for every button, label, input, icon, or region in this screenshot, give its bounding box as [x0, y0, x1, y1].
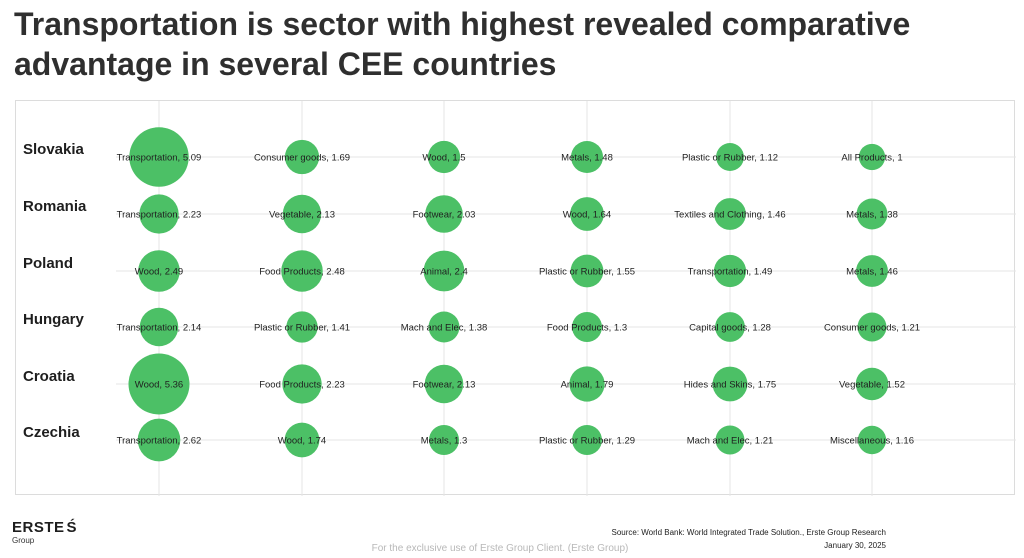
bubble-point: [858, 143, 886, 171]
bubble-point: [282, 194, 322, 234]
bubble-point: [572, 425, 602, 455]
bubble-point: [569, 366, 605, 402]
country-label: Hungary: [23, 311, 85, 328]
bubble-label: Wood, 5.36: [135, 380, 183, 391]
bubble-label: Mach and Elec, 1.21: [687, 436, 774, 447]
bubble-point: [715, 425, 745, 455]
bubble-label: Animal, 1.79: [561, 380, 614, 391]
bubble-label: Animal, 2.4: [420, 267, 468, 278]
bubble-label: Miscellaneous, 1.16: [830, 436, 914, 447]
bubble-point: [857, 425, 887, 455]
bubble-label: Vegetable, 1.52: [839, 380, 905, 391]
bubble-point: [716, 143, 744, 171]
bubble-point: [570, 254, 604, 288]
bubble-label: Capital goods, 1.28: [689, 323, 771, 334]
country-label: Czechia: [23, 424, 80, 441]
bubble-point: [284, 139, 320, 175]
logo-sub: Group: [12, 536, 35, 545]
bubble-point: [286, 311, 318, 343]
bubble-point: [129, 127, 189, 187]
bubble-point: [281, 250, 323, 292]
bubble-point: [138, 250, 180, 292]
bubble-label: Consumer goods, 1.69: [254, 153, 350, 164]
bubble-point: [139, 307, 179, 347]
bubble-chart: Slovakia Romania Poland Hungary Croatia Czech…: [23, 101, 1016, 496]
bubble-label: Transportation, 2.62: [117, 436, 202, 447]
country-label: Croatia: [23, 368, 75, 385]
bubble-point: [282, 364, 322, 404]
bubble-label: Vegetable, 2.13: [269, 210, 335, 221]
logo-mark: Ś: [66, 519, 78, 536]
bubble-point: [571, 311, 603, 343]
bubble-point: [284, 422, 320, 458]
bubble-point: [856, 198, 888, 230]
bubble-point: [428, 424, 460, 456]
bubble-point: [712, 366, 748, 402]
bubble-point: [425, 195, 463, 233]
bubble-label: Consumer goods, 1.21: [824, 323, 920, 334]
bubble-label: Food Products, 2.23: [259, 380, 345, 391]
bubble-label: Wood, 1.64: [563, 210, 611, 221]
bubble-label: Transportation, 1.49: [688, 267, 773, 278]
bubble-label: Mach and Elec, 1.38: [401, 323, 488, 334]
bubble-label: All Products, 1: [841, 153, 902, 164]
bubble-point: [713, 254, 747, 288]
source-note: Source: World Bank: World Integrated Tra…: [611, 528, 886, 537]
bubble-label: Wood, 1.5: [422, 153, 465, 164]
bubble-point: [423, 250, 465, 292]
bubble-point: [855, 367, 889, 401]
bubble-label: Transportation, 5.09: [117, 153, 202, 164]
erste-logo: ERSTE Ś Group: [12, 519, 78, 546]
bubble-label: Food Products, 1.3: [547, 323, 627, 334]
logo-text: ERSTE: [12, 519, 65, 536]
bubble-point: [714, 198, 746, 230]
bubble-point: [137, 418, 181, 462]
bubble-point: [570, 140, 604, 174]
bubble-point: [428, 311, 460, 343]
bubble-label: Plastic or Rubber, 1.41: [254, 323, 350, 334]
country-label: Poland: [23, 255, 73, 272]
bubble-label: Wood, 1.74: [278, 436, 326, 447]
bubble-label: Metals, 1.38: [846, 210, 898, 221]
bubble-label: Plastic or Rubber, 1.55: [539, 267, 635, 278]
bubble-point: [128, 353, 190, 415]
bubble-label: Plastic or Rubber, 1.29: [539, 436, 635, 447]
country-label: Slovakia: [23, 141, 85, 158]
country-label: Romania: [23, 198, 87, 215]
bubble-point: [139, 194, 179, 234]
report-date: January 30, 2025: [824, 541, 886, 550]
bubble-point: [427, 140, 461, 174]
chart-frame: Slovakia Romania Poland Hungary Croatia Czech…: [15, 100, 1016, 496]
bubble-label: Wood, 2.49: [135, 267, 183, 278]
bubble-label: Footwear, 2.03: [413, 210, 476, 221]
bubble-label: Food Products, 2.48: [259, 267, 345, 278]
watermark: For the exclusive use of Erste Group Cli…: [371, 543, 629, 554]
bubble-label: Metals, 1.46: [846, 267, 898, 278]
bubble-label: Plastic or Rubber, 1.12: [682, 153, 778, 164]
bubble-point: [570, 197, 604, 231]
bubble-label: Transportation, 2.14: [117, 323, 202, 334]
bubble-label: Metals, 1.48: [561, 153, 613, 164]
bubble-label: Footwear, 2.13: [413, 380, 476, 391]
bubble-label: Textiles and Clothing, 1.46: [674, 210, 785, 221]
bubble-point: [715, 312, 745, 342]
bubble-label: Transportation, 2.23: [117, 210, 202, 221]
bubble-label: Metals, 1.3: [421, 436, 467, 447]
page-title: Transportation is sector with highest re…: [14, 6, 911, 82]
bubble-point: [856, 255, 888, 287]
bubble-point: [857, 312, 887, 342]
bubble-label: Hides and Skins, 1.75: [684, 380, 776, 391]
bubble-point: [424, 364, 464, 404]
